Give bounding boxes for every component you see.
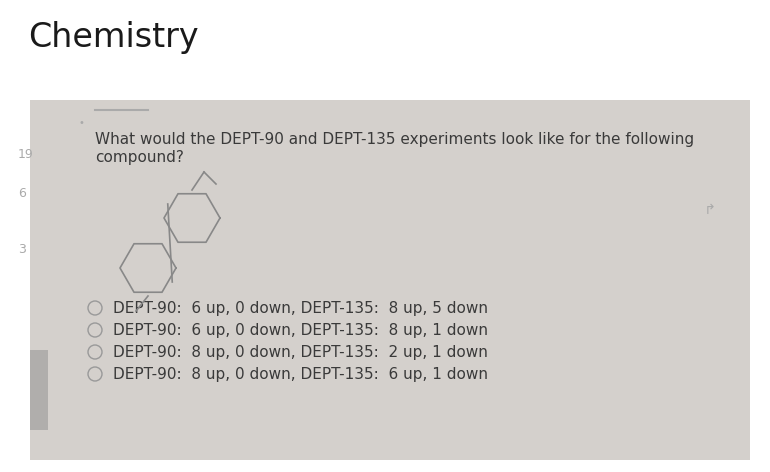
Text: 6: 6: [18, 187, 26, 200]
Text: 19: 19: [18, 147, 34, 160]
Text: What would the DEPT-90 and DEPT-135 experiments look like for the following: What would the DEPT-90 and DEPT-135 expe…: [95, 132, 694, 147]
Text: ↲: ↲: [700, 198, 711, 212]
Text: compound?: compound?: [95, 150, 184, 165]
Bar: [30, 350, 48, 430]
Text: DEPT-90:  6 up, 0 down, DEPT-135:  8 up, 1 down: DEPT-90: 6 up, 0 down, DEPT-135: 8 up, 1…: [113, 322, 488, 337]
Text: DEPT-90:  6 up, 0 down, DEPT-135:  8 up, 5 down: DEPT-90: 6 up, 0 down, DEPT-135: 8 up, 5…: [113, 301, 488, 315]
Text: •: •: [78, 118, 84, 128]
FancyBboxPatch shape: [30, 100, 750, 460]
Text: DEPT-90:  8 up, 0 down, DEPT-135:  6 up, 1 down: DEPT-90: 8 up, 0 down, DEPT-135: 6 up, 1…: [113, 366, 488, 381]
Text: Chemistry: Chemistry: [28, 22, 199, 54]
Text: DEPT-90:  8 up, 0 down, DEPT-135:  2 up, 1 down: DEPT-90: 8 up, 0 down, DEPT-135: 2 up, 1…: [113, 345, 488, 360]
Text: 3: 3: [18, 243, 26, 256]
